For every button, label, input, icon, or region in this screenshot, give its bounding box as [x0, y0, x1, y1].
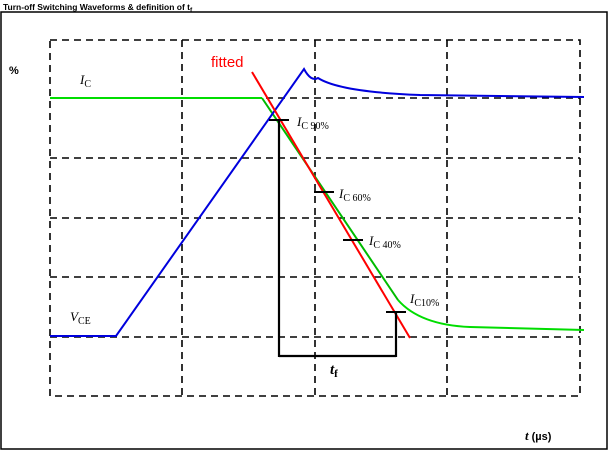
ic-label: IC [79, 72, 91, 90]
collector-current-falling-edge [261, 97, 399, 301]
time-axis-label: t (µs) [525, 428, 552, 443]
ic10-label: IC10% [409, 291, 439, 309]
percent-axis-label: % [9, 65, 19, 77]
ic40-label: IC 40% [368, 233, 401, 251]
ic60-label: IC 60% [338, 186, 371, 204]
fitted-label: fitted [211, 54, 244, 71]
dashed-grid [49, 39, 581, 397]
figure-title: Turn-off Switching Waveforms & definitio… [3, 2, 193, 14]
vce-label: VCE [70, 309, 91, 327]
tf-label: tf [330, 362, 338, 380]
collector-current-tail-waveform [397, 299, 585, 331]
ic90-label: IC 90% [296, 114, 329, 132]
fitted-line [251, 71, 411, 339]
tf-measurement-bracket [277, 120, 398, 358]
collector-emitter-voltage-waveform [50, 67, 585, 337]
figure-frame [0, 11, 608, 450]
